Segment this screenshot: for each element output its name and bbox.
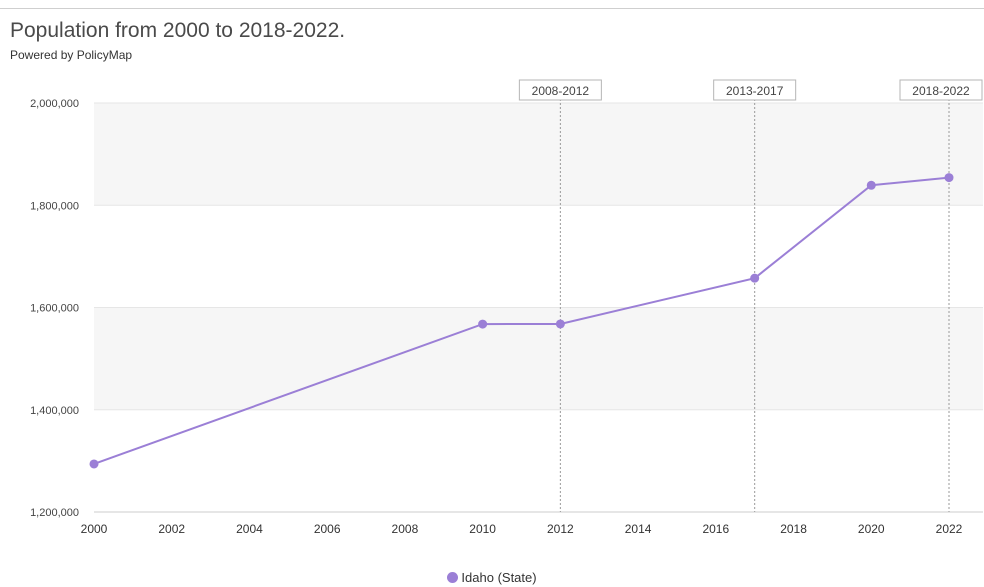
- x-tick-label: 2004: [236, 522, 263, 536]
- legend: Idaho (State): [0, 570, 984, 586]
- x-axis: 2000 2002 2004 2006 2008 2010 2012 2014 2016 2018…: [81, 511, 983, 536]
- period-marker-box: [518, 79, 602, 101]
- period-marker-badge: 2013-2017: [713, 79, 797, 101]
- y-axis: 1,200,000 1,400,000 1,600,000 1,800,000 2,00…: [30, 98, 79, 519]
- legend-label: Idaho (State): [461, 570, 537, 585]
- period-markers: 2008-2012 2013-2017 2018-2022: [518, 79, 983, 512]
- x-tick-label: 2020: [858, 522, 885, 536]
- x-tick-label: 2014: [625, 522, 652, 536]
- y-tick-label: 2,000,000: [30, 98, 79, 110]
- period-marker-label: 2008-2012: [532, 84, 590, 98]
- data-point: [555, 319, 565, 329]
- series-line: [93, 176, 950, 465]
- legend-swatch: [447, 572, 459, 583]
- y-tick-label: 1,600,000: [30, 303, 79, 315]
- legend-item[interactable]: Idaho (State): [447, 570, 537, 585]
- period-marker-label: 2013-2017: [726, 84, 784, 98]
- data-point: [944, 173, 954, 183]
- data-point: [89, 459, 99, 469]
- data-point: [750, 273, 760, 283]
- x-tick-label: 2000: [81, 522, 108, 536]
- x-tick-label: 2012: [547, 522, 574, 536]
- x-tick-label: 2022: [936, 522, 963, 536]
- period-marker-badge: 2018-2022: [899, 79, 983, 101]
- top-divider: [0, 8, 984, 9]
- y-tick-label: 1,200,000: [30, 507, 79, 519]
- data-point: [478, 319, 488, 329]
- chart-subtitle: Powered by PolicyMap: [10, 48, 133, 62]
- x-tick-label: 2016: [702, 522, 729, 536]
- x-tick-label: 2002: [158, 522, 185, 536]
- period-marker-badge: 2008-2012: [518, 79, 602, 101]
- series-layer: [89, 173, 954, 469]
- y-tick-label: 1,800,000: [30, 200, 79, 212]
- shaded-band: [94, 307, 983, 410]
- y-tick-label: 1,400,000: [30, 405, 79, 417]
- x-tick-label: 2006: [314, 522, 341, 536]
- x-tick-label: 2008: [392, 522, 419, 536]
- line-chart: 1,200,000 1,400,000 1,600,000 1,800,000 2,00…: [30, 79, 983, 536]
- shaded-bands: [94, 103, 983, 410]
- x-tick-label: 2010: [469, 522, 496, 536]
- period-marker-label: 2018-2022: [912, 84, 970, 98]
- period-marker-box: [899, 79, 983, 101]
- shaded-band: [94, 103, 983, 206]
- period-marker-box: [713, 79, 797, 101]
- x-tick-label: 2018: [780, 522, 807, 536]
- data-point: [866, 180, 876, 190]
- chart-title: Population from 2000 to 2018-2022.: [10, 19, 346, 42]
